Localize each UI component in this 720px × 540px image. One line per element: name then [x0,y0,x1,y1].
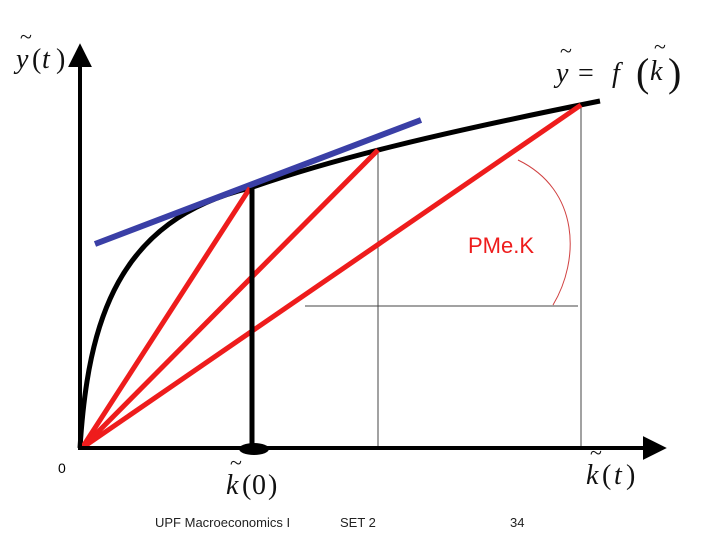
svg-text:y: y [553,58,569,89]
svg-text:0: 0 [252,470,266,501]
svg-text:k: k [226,470,239,501]
svg-text:t: t [614,460,623,491]
ray-to-right-point [80,102,583,451]
svg-text:~: ~ [20,24,32,49]
svg-text:=: = [578,58,594,89]
y-axis-label: y ~ ( t ) [13,24,65,75]
svg-text:(: ( [32,44,41,75]
svg-text:f: f [612,58,623,89]
ray-to-steep-point [79,186,253,450]
initial-capital-label: k ~ ( 0 ) [226,450,277,501]
origin-label: 0 [58,460,66,476]
svg-text:k: k [650,56,663,87]
footer-set: SET 2 [340,515,376,530]
footer-page-number: 34 [510,515,525,530]
svg-text:): ) [268,470,277,501]
svg-text:y: y [13,44,29,75]
svg-text:~: ~ [654,34,666,59]
svg-text:~: ~ [230,450,242,475]
svg-text:(: ( [242,470,251,501]
svg-text:k: k [586,460,599,491]
average-product-label: PMe.K [468,233,534,258]
initial-capital-point [239,443,269,455]
angle-arc [517,159,571,306]
ray-to-middle-point [80,148,380,450]
footer-course: UPF Macroeconomics I [155,515,291,530]
svg-text:): ) [626,460,635,491]
svg-text:): ) [668,50,681,95]
svg-text:t: t [42,44,51,75]
svg-text:~: ~ [560,38,572,63]
capital-axis-label: k ~ ( t ) [586,440,635,491]
svg-text:(: ( [636,50,649,95]
svg-text:(: ( [602,460,611,491]
svg-text:): ) [56,44,65,75]
svg-text:~: ~ [590,440,602,465]
function-label: y ~ = f ( k ~ ) [553,34,681,95]
tangent-line [93,117,423,247]
